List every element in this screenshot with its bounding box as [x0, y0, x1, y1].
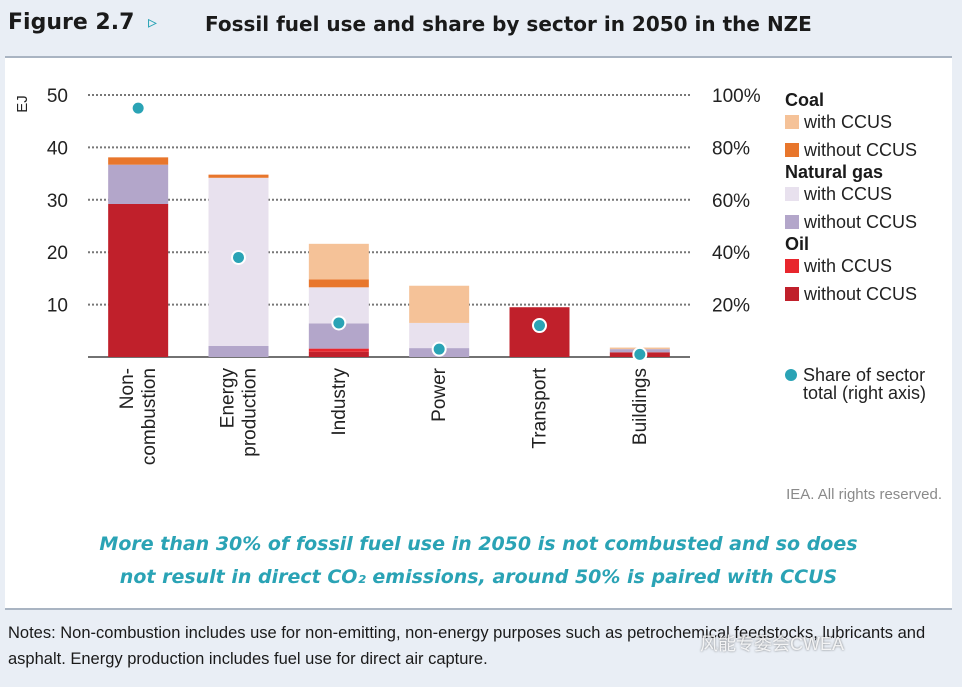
- legend-swatch: [785, 259, 799, 273]
- legend-item-label: without CCUS: [803, 140, 917, 160]
- figure-header: Figure 2.7 ▹ Fossil fuel use and share b…: [0, 0, 962, 52]
- x-tick-label: production: [240, 368, 261, 457]
- share-point: [331, 315, 347, 331]
- x-tick-label: Industry: [329, 368, 350, 436]
- x-tick-label: Buildings: [630, 368, 651, 445]
- legend-item-label: with CCUS: [803, 256, 892, 276]
- legend-item-label: with CCUS: [803, 184, 892, 204]
- legend-item-label: without CCUS: [803, 284, 917, 304]
- bar-segment: [208, 174, 269, 178]
- x-tick-label: Power: [429, 367, 450, 422]
- bar-segment: [108, 203, 169, 357]
- legend-group-title: Coal: [785, 90, 824, 110]
- bar-segment: [108, 157, 169, 165]
- watermark: 风能专委会CWEA: [700, 634, 844, 654]
- y2-tick-label: 100%: [712, 86, 761, 107]
- y2-tick-label: 40%: [712, 243, 750, 264]
- chart-caption: More than 30% of fossil fuel use in 2050…: [5, 528, 952, 594]
- bar-segment: [308, 348, 369, 352]
- bar-segment: [409, 285, 470, 323]
- share-point: [130, 100, 146, 116]
- y2-tick-label: 20%: [712, 296, 750, 317]
- y-tick-label: 50: [47, 86, 68, 107]
- legend-share-marker: [785, 369, 797, 381]
- share-point: [532, 318, 547, 334]
- legend-share-label: total (right axis): [803, 383, 926, 403]
- legend-swatch: [785, 143, 799, 157]
- x-tick-label: combustion: [139, 368, 160, 465]
- y-tick-label: 40: [47, 138, 68, 159]
- y-axis-label: EJ: [14, 95, 31, 113]
- caption-line-2: not result in direct CO₂ emissions, arou…: [119, 566, 838, 588]
- bar-segment: [108, 164, 169, 204]
- legend-item-label: without CCUS: [803, 212, 917, 232]
- legend-group-title: Natural gas: [785, 162, 883, 182]
- bar-segment: [208, 345, 269, 357]
- share-point: [632, 346, 648, 362]
- legend-swatch: [785, 187, 799, 201]
- legend-swatch: [785, 215, 799, 229]
- y2-tick-label: 60%: [712, 191, 750, 212]
- x-tick-label: Energy: [218, 368, 239, 429]
- legend-share-label: Share of sector: [803, 365, 925, 385]
- legend-group-title: Oil: [785, 234, 809, 254]
- share-point: [231, 249, 246, 265]
- figure-title: Fossil fuel use and share by sector in 2…: [205, 12, 812, 36]
- x-tick-label: Non-: [117, 368, 138, 409]
- share-point: [431, 341, 447, 357]
- legend-item-label: with CCUS: [803, 112, 892, 132]
- figure-number: Figure 2.7: [8, 10, 135, 35]
- bar-segment: [308, 243, 369, 280]
- y2-tick-label: 80%: [712, 138, 750, 159]
- legend-swatch: [785, 287, 799, 301]
- notes: Notes: Non-combustion includes use for n…: [8, 624, 926, 668]
- legend-swatch: [785, 115, 799, 129]
- rights-notice: IEA. All rights reserved.: [786, 486, 942, 503]
- y-tick-label: 20: [47, 243, 68, 264]
- bar-segment: [308, 351, 369, 357]
- y-tick-label: 10: [47, 296, 68, 317]
- x-tick-label: Transport: [530, 367, 551, 448]
- caption-line-1: More than 30% of fossil fuel use in 2050…: [99, 533, 858, 555]
- figure-arrow-icon: ▹: [148, 12, 158, 32]
- bar-segment: [308, 279, 369, 288]
- y-tick-label: 30: [47, 191, 68, 212]
